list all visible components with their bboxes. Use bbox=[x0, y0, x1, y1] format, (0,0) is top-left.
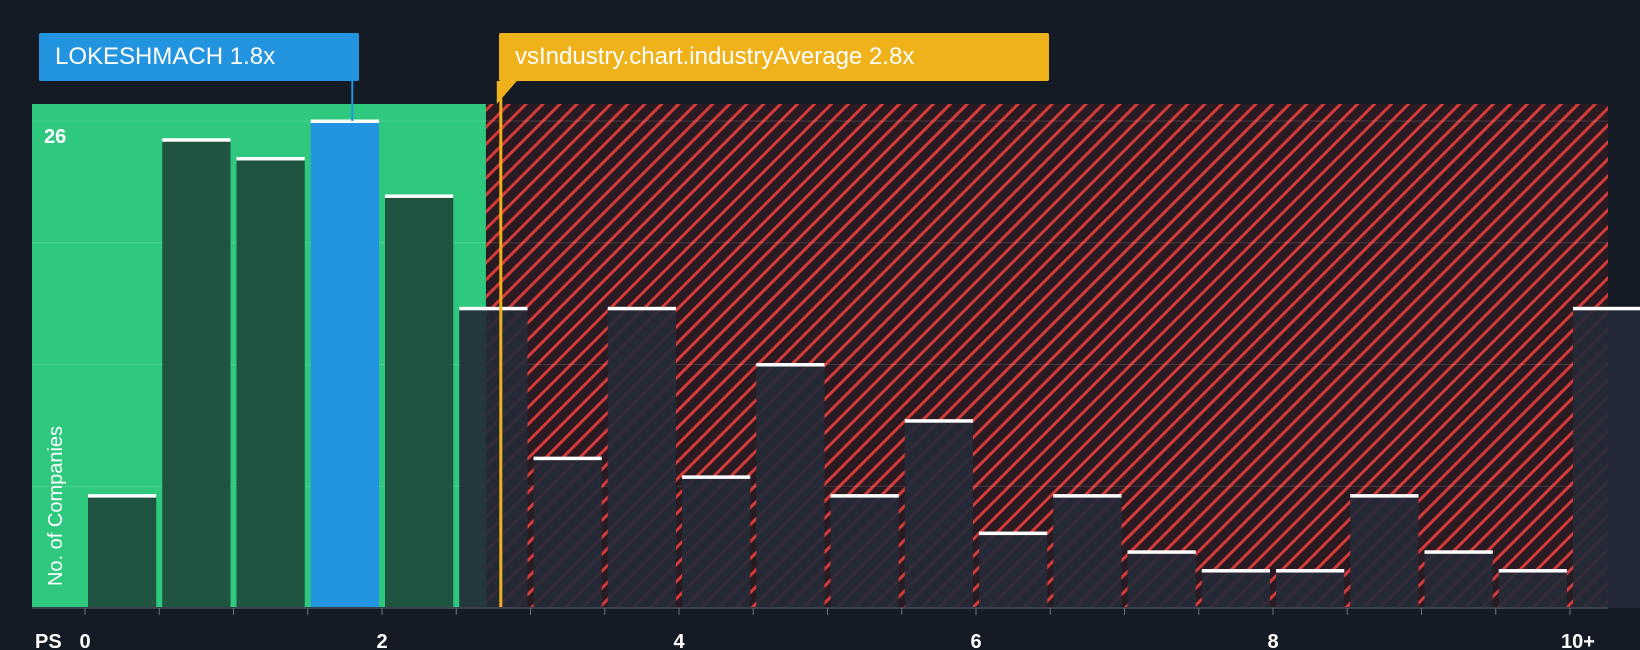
x-tick-label-1: 2 bbox=[376, 631, 387, 650]
company-ps-label: LOKESHMACH 1.8x bbox=[39, 33, 359, 81]
bar-cap-8 bbox=[682, 475, 751, 479]
bar-cap-18 bbox=[1424, 550, 1493, 554]
x-axis: 0 2 4 6 8 10+ bbox=[32, 607, 1608, 650]
bar-6 bbox=[533, 458, 602, 608]
bar-cap-15 bbox=[1201, 569, 1270, 573]
bar-14 bbox=[1127, 551, 1196, 608]
bar-cap-10 bbox=[830, 494, 899, 498]
bar-cap-19 bbox=[1498, 569, 1567, 573]
bar-cap-20 bbox=[1573, 306, 1640, 311]
bar-16 bbox=[1276, 570, 1345, 608]
bar-cap-7 bbox=[607, 306, 676, 311]
industry-average-label: vsIndustry.chart.industryAverage 2.8x bbox=[499, 33, 1049, 81]
bar-cap-1 bbox=[162, 138, 231, 142]
x-tick-label-0: 0 bbox=[79, 631, 90, 650]
bar-9 bbox=[756, 364, 825, 608]
bar-cap-4 bbox=[385, 194, 454, 198]
bar-13 bbox=[1053, 495, 1122, 608]
bar-cap-11 bbox=[904, 419, 973, 423]
bar-19 bbox=[1498, 570, 1567, 608]
bar-cap-0 bbox=[88, 494, 157, 498]
bar-cap-2 bbox=[236, 156, 305, 161]
company-ps-value: 1.8x bbox=[229, 43, 276, 70]
x-axis-title: PS bbox=[35, 631, 62, 650]
bar-17 bbox=[1350, 495, 1419, 608]
bar-4 bbox=[385, 195, 454, 608]
bar-1 bbox=[162, 139, 231, 608]
x-tick-label-4: 8 bbox=[1267, 631, 1278, 650]
bar-cap-13 bbox=[1053, 494, 1122, 498]
y-axis-title: No. of Companies bbox=[45, 426, 67, 586]
bar-2 bbox=[236, 158, 305, 608]
bar-12 bbox=[979, 533, 1048, 608]
bar-cap-5 bbox=[459, 306, 528, 311]
x-tick-label-3: 6 bbox=[970, 631, 981, 650]
bar-cap-14 bbox=[1127, 550, 1196, 554]
bar-cap-12 bbox=[979, 531, 1048, 536]
bar-5 bbox=[459, 308, 528, 608]
bar-cap-3 bbox=[310, 119, 379, 123]
x-tick-label-5: 10+ bbox=[1561, 631, 1595, 650]
bar-3 bbox=[310, 121, 379, 608]
x-tick-label-2: 4 bbox=[673, 631, 685, 650]
industry-ps-value: 2.8x bbox=[868, 43, 915, 70]
y-max-tick-label: 26 bbox=[44, 126, 66, 148]
bar-cap-16 bbox=[1276, 569, 1345, 573]
bars bbox=[88, 119, 1640, 608]
bar-8 bbox=[682, 476, 751, 608]
bar-10 bbox=[830, 495, 899, 608]
bar-20 bbox=[1573, 308, 1640, 608]
industry-label-pointer bbox=[496, 81, 517, 104]
bar-cap-9 bbox=[756, 363, 825, 367]
bar-cap-6 bbox=[533, 456, 602, 461]
industry-label-text: vsIndustry.chart.industryAverage bbox=[515, 43, 863, 70]
bar-11 bbox=[904, 420, 973, 608]
company-name: LOKESHMACH bbox=[55, 43, 224, 70]
bar-0 bbox=[88, 495, 157, 608]
bar-15 bbox=[1201, 570, 1270, 608]
bar-7 bbox=[607, 308, 676, 608]
bar-cap-17 bbox=[1350, 494, 1419, 498]
markers bbox=[351, 81, 517, 608]
bar-18 bbox=[1424, 551, 1493, 608]
